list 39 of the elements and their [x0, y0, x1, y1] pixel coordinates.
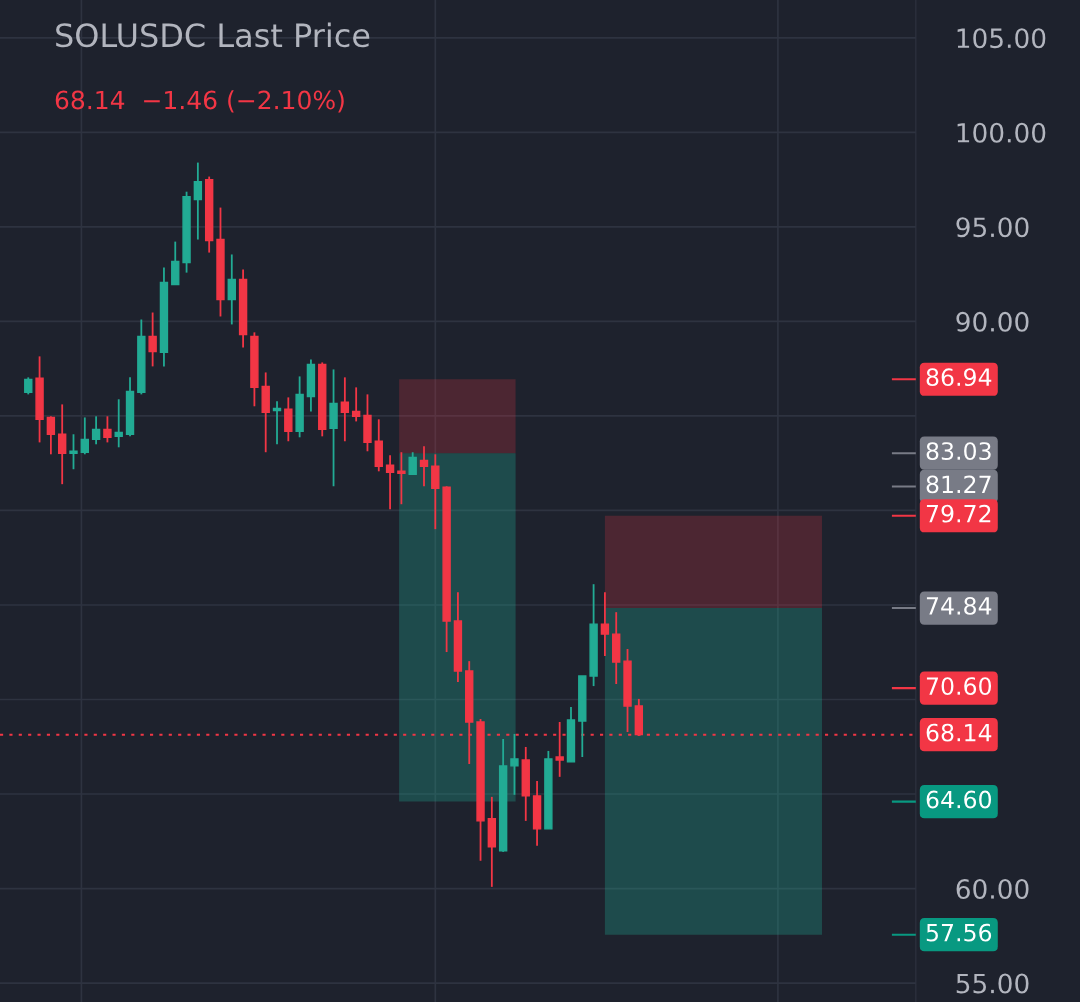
y-tick-label: 100.00	[957, 122, 1046, 143]
text: 68.14 −1.46 (−2.10%)	[55, 90, 344, 113]
ref-line-label: 81.27	[926, 475, 991, 494]
candlestick	[91, 415, 101, 446]
candlestick	[171, 240, 180, 286]
candlestick	[46, 415, 56, 456]
y-tick-label: 60.00	[956, 879, 1029, 899]
ref-line-label: 86.94	[926, 368, 992, 387]
ref-line-label: 70.60	[926, 677, 992, 696]
y-tick-label: 90.00	[956, 311, 1029, 332]
candlestick	[148, 311, 157, 368]
ref-line-label: 74.84	[926, 597, 992, 615]
text: SOLUSDC Last Price	[56, 22, 370, 48]
y-tick-label: 55.00	[956, 973, 1029, 994]
candlestick	[510, 733, 519, 796]
candlestick	[80, 416, 90, 456]
ref-line-label: 57.56	[926, 923, 992, 942]
candlestick	[431, 453, 440, 531]
candlestick	[419, 445, 429, 488]
candlestick	[385, 454, 395, 511]
candlestick	[284, 396, 293, 443]
candlestick	[555, 721, 564, 778]
candlestick	[193, 161, 203, 241]
candlestick	[227, 253, 236, 326]
y-tick-label: 95.00	[956, 217, 1029, 238]
candlestick	[408, 451, 417, 476]
ref-line-label: 83.03	[926, 442, 991, 461]
candlestick	[340, 376, 350, 443]
candlestick	[600, 591, 610, 657]
y-tick-label: 105.00	[957, 28, 1046, 49]
candlestick	[351, 386, 361, 423]
candlestick	[57, 403, 67, 486]
candlestick	[397, 451, 406, 506]
candlestick	[69, 433, 78, 471]
candlestick	[103, 415, 112, 444]
ref-line-label: 68.14	[926, 723, 992, 742]
candlestick	[114, 398, 123, 449]
ref-line-label: 64.60	[926, 790, 992, 809]
ref-line-label: 79.72	[926, 504, 991, 523]
